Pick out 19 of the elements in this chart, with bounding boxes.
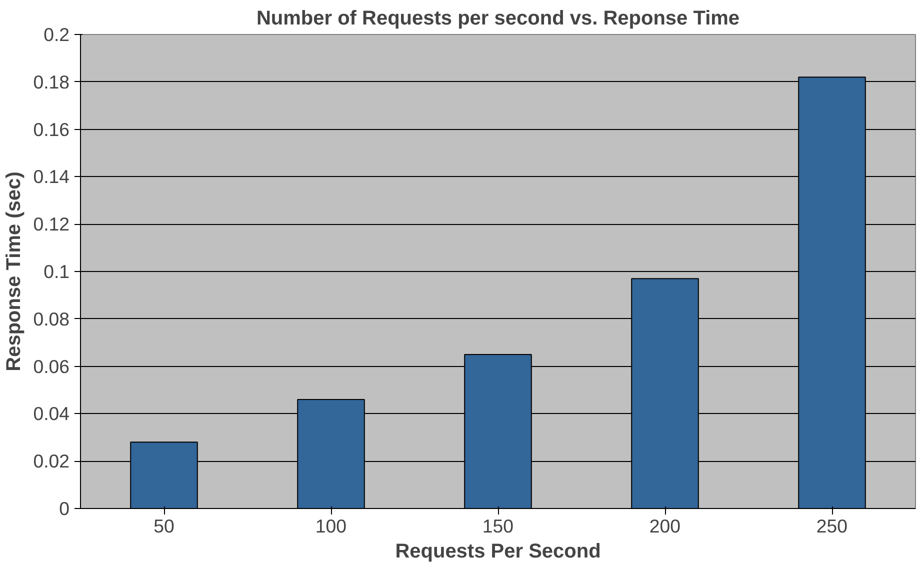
chart-title: Number of Requests per second vs. Reponse Time bbox=[256, 8, 740, 30]
x-tick-label: 50 bbox=[154, 516, 174, 536]
y-tick-label: 0.12 bbox=[33, 214, 70, 235]
y-tick-label: 0.08 bbox=[33, 308, 70, 330]
x-axis-title: Requests Per Second bbox=[395, 540, 601, 562]
y-axis-title: Response Time (sec) bbox=[3, 172, 26, 372]
x-tick-label: 150 bbox=[482, 516, 514, 536]
x-tick-label: 100 bbox=[315, 516, 347, 536]
y-tick-label: 0.14 bbox=[33, 166, 70, 188]
y-tick-label: 0.04 bbox=[33, 403, 70, 424]
y-tick-label: 0.02 bbox=[33, 450, 70, 472]
y-tick-label: 0.18 bbox=[33, 71, 70, 92]
y-tick-label: 0.16 bbox=[33, 118, 70, 140]
x-tick-label: 200 bbox=[649, 516, 681, 536]
y-tick-label: 0.1 bbox=[44, 261, 70, 282]
y-tick-label: 0.06 bbox=[33, 356, 70, 377]
y-tick-label: 0 bbox=[59, 498, 70, 519]
x-tick-label: 250 bbox=[816, 516, 848, 536]
y-tick-label: 0.2 bbox=[44, 24, 70, 45]
